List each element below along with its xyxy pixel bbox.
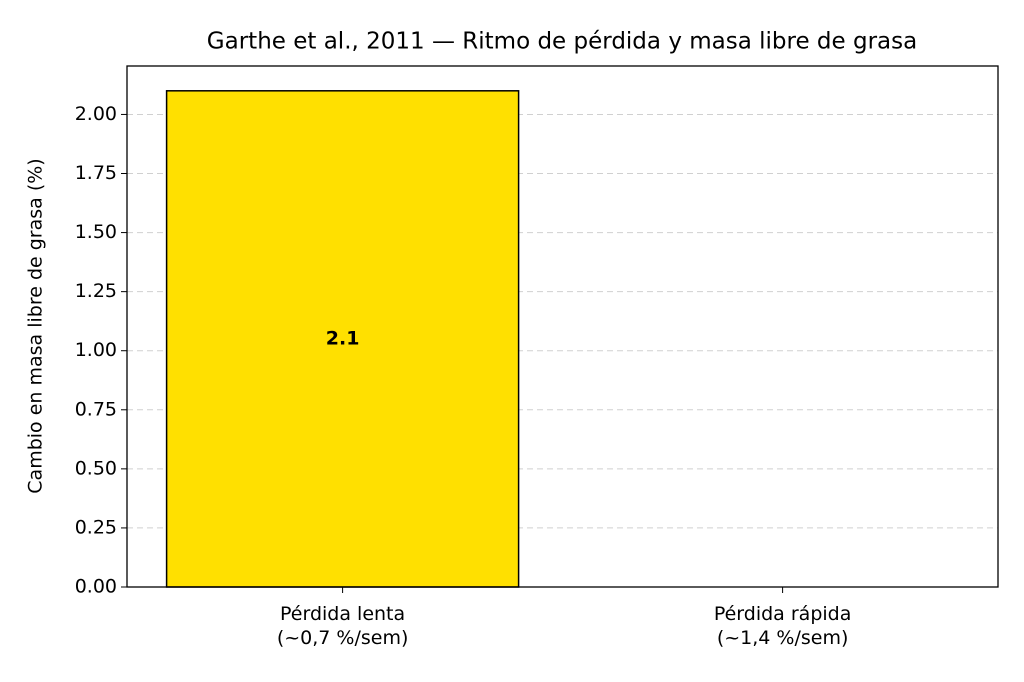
y-tick-label: 1.00: [75, 339, 117, 361]
y-axis-label: Cambio en masa libre de grasa (%): [25, 158, 47, 493]
x-tick-label: Pérdida rápida (~1,4 %/sem): [714, 603, 852, 649]
y-tick-label: 0.25: [75, 516, 117, 538]
data-label: 2.1: [326, 327, 360, 349]
y-tick-label: 0.00: [75, 576, 117, 598]
y-tick-label: 2.00: [75, 103, 117, 125]
y-tick-label: 1.50: [75, 221, 117, 243]
x-tick-label: Pérdida lenta (~0,7 %/sem): [277, 603, 409, 649]
chart-title: Garthe et al., 2011 — Ritmo de pérdida y…: [207, 29, 917, 55]
plot-frame: [126, 65, 999, 588]
bar: [165, 90, 520, 588]
y-tick-label: 0.50: [75, 457, 117, 479]
y-tick-label: 0.75: [75, 398, 117, 420]
y-tick-label: 1.25: [75, 280, 117, 302]
y-tick-label: 1.75: [75, 162, 117, 184]
